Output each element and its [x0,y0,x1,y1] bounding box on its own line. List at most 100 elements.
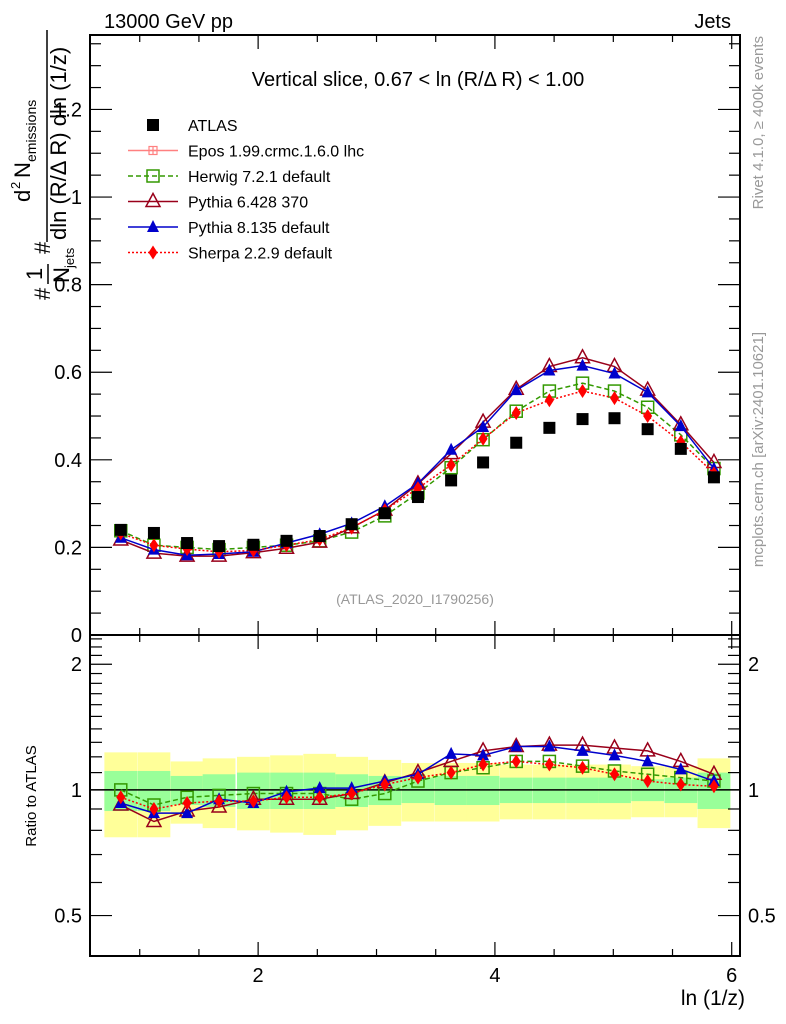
ylabel-hash-2: # [30,241,55,254]
line-main-pythia-8-135-default [120,364,715,557]
point-main-pythia-8-135-default [608,366,621,379]
point-main-sherpa-2-2-9-default [578,384,588,399]
legend-marker-sherpa-2-2-9-default [148,245,158,260]
point-ratio-pythia-8-135-default [445,746,458,759]
point-main-pythia-8-135-default [641,385,654,398]
y-tick-label-main: 0.6 [54,362,82,384]
ylabel-num-N: N [10,162,35,178]
point-ratio-pythia-8-135-default [608,748,621,761]
line-main-herwig-7-2-1-default [120,382,715,551]
point-ratio-pythia-6-428-370 [145,811,163,828]
plot-title: Vertical slice, 0.67 < ln (R/Δ R) < 1.00 [252,69,584,91]
y-tick-label-main: 1.2 [54,99,82,121]
ylabel-denominator: dln (R/Δ R) dln (1/z) [46,47,71,240]
point-ratio-pythia-8-135-default [543,739,556,752]
point-main-sherpa-2-2-9-default [643,409,653,424]
point-ratio-sherpa-2-2-9-default [282,790,292,805]
y-tick-label-ratio-left: 1 [71,780,82,802]
point-main-sherpa-2-2-9-default [446,458,456,473]
point-main-sherpa-2-2-9-default [609,391,619,406]
point-ratio-sherpa-2-2-9-default [446,765,456,780]
y-tick-label-main: 0.8 [54,275,82,297]
ratio-plot-frame [89,634,741,957]
point-main-atlas [181,537,194,550]
point-main-atlas [213,540,226,553]
point-ratio-pythia-8-135-default [674,762,687,775]
analysis-watermark: (ATLAS_2020_I1790256) [336,591,494,607]
y-tick-label-ratio-right: 0.5 [748,906,776,928]
point-main-pythia-8-135-default [543,363,556,376]
point-ratio-sherpa-2-2-9-default [214,794,224,809]
legend-label-sherpa-2-2-9-default: Sherpa 2.2.9 default [188,246,333,263]
point-ratio-sherpa-2-2-9-default [413,770,423,785]
legend-marker-epos-1-99-crmc-1-6-0-lhc [148,145,158,156]
line-main-pythia-6-428-370 [120,356,715,557]
y-tick-label-ratio-left: 2 [71,654,82,676]
point-ratio-sherpa-2-2-9-default [544,757,554,772]
x-tick-label: 2 [253,965,264,987]
point-ratio-sherpa-2-2-9-default [182,796,192,811]
legend-marker-pythia-8-135-default [147,220,159,232]
point-main-atlas [378,507,391,520]
point-ratio-sherpa-2-2-9-default [248,794,258,809]
y-tick-label-ratio-right: 1 [748,780,759,802]
ylabel-hash-1: # [30,287,55,300]
point-main-atlas [674,442,687,455]
legend-label-pythia-6-428-370: Pythia 6.428 370 [188,195,308,212]
point-main-atlas [477,456,490,469]
point-main-sherpa-2-2-9-default [478,431,488,446]
point-ratio-pythia-8-135-default [477,748,490,761]
point-main-pythia-8-135-default [477,419,490,432]
point-ratio-sherpa-2-2-9-default [511,754,521,769]
x-tick-label: 6 [726,965,737,987]
axis-ticks [90,35,740,956]
ylabel-num-sub: emissions [23,100,39,162]
point-ratio-sherpa-2-2-9-default [578,760,588,775]
point-ratio-sherpa-2-2-9-default [116,790,126,805]
point-ratio-pythia-8-135-default [181,806,194,819]
ylabel-num-d: d [10,190,35,202]
ylabel-norm-sub: jets [62,247,77,269]
ylabel-num-sup: 2 [8,182,23,189]
legend-label-pythia-8-135-default: Pythia 8.135 default [188,220,330,237]
point-ratio-sherpa-2-2-9-default [609,767,619,782]
side-label-mcplots: mcplots.cern.ch [arXiv:2401.10621] [750,332,767,567]
point-ratio-pythia-8-135-default [576,743,589,756]
point-ratio-pythia-8-135-default [313,781,326,794]
point-main-atlas [510,436,523,449]
header-right: Jets [694,11,731,33]
point-main-atlas [313,530,326,543]
y-axis-label-ratio: Ratio to ATLAS [23,745,40,846]
point-ratio-sherpa-2-2-9-default [709,779,719,794]
legend-marker-pythia-6-428-370 [144,191,162,208]
point-main-atlas [707,471,720,484]
legend-marker-herwig-7-2-1-default [146,169,160,183]
point-ratio-sherpa-2-2-9-default [380,777,390,792]
y-axis-label-main: # 1 N jets # d 2 N emissions dln (R/Δ R)… [8,30,77,300]
y-tick-label-main: 0 [71,625,82,647]
legend-marker-atlas [147,119,159,131]
point-main-atlas [411,491,424,504]
point-main-atlas [543,421,556,434]
legend-label-herwig-7-2-1-default: Herwig 7.2.1 default [188,169,331,186]
side-label-rivet: Rivet 4.1.0, ≥ 400k events [750,36,767,209]
point-ratio-sherpa-2-2-9-default [149,801,159,816]
y-tick-label-ratio-left: 0.5 [54,906,82,928]
point-main-atlas [608,412,621,425]
point-main-pythia-8-135-default [445,442,458,455]
header-left: 13000 GeV pp [104,11,233,33]
y-tick-label-ratio-right: 2 [748,654,759,676]
point-main-atlas [641,423,654,436]
point-main-pythia-8-135-default [674,419,687,432]
y-tick-label-main: 0.4 [54,450,82,472]
legend: ATLAS Epos 1.99.crmc.1.6.0 lhc Herwig 7.2.… [128,118,364,263]
point-main-atlas [147,526,160,539]
point-ratio-sherpa-2-2-9-default [347,786,357,801]
point-ratio-pythia-8-135-default [510,739,523,752]
line-main-sherpa-2-2-9-default [120,390,715,553]
y-tick-label-main: 0.2 [54,537,82,559]
point-ratio-pythia-6-428-370 [639,741,656,757]
point-main-sherpa-2-2-9-default [149,538,159,553]
y-tick-label-main: 1 [71,187,82,209]
